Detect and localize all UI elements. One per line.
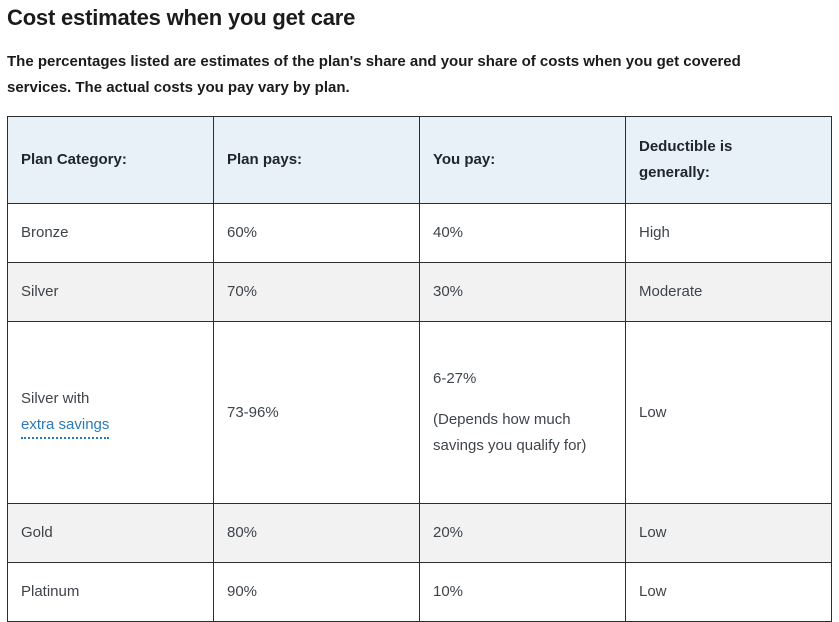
header-plan-category: Plan Category: <box>7 116 214 204</box>
header-plan-pays: Plan pays: <box>213 116 420 204</box>
table-header-row: Plan Category: Plan pays: You pay: Deduc… <box>7 116 832 204</box>
cell-gold-plan-pays: 80% <box>213 503 420 563</box>
cell-silver-category: Silver <box>7 262 214 322</box>
cell-gold-you-pay: 20% <box>419 503 626 563</box>
table-row-gold: Gold 80% 20% Low <box>7 503 832 563</box>
cell-silver-extra-deductible: Low <box>625 321 832 504</box>
header-deductible: Deductible is generally: <box>625 116 832 204</box>
cell-bronze-plan-pays: 60% <box>213 203 420 263</box>
cell-platinum-plan-pays: 90% <box>213 562 420 622</box>
header-you-pay: You pay: <box>419 116 626 204</box>
header-deductible-label: Deductible is generally: <box>639 138 733 181</box>
cell-silver-you-pay: 30% <box>419 262 626 322</box>
you-pay-range: 6-27% <box>433 370 477 387</box>
cell-bronze-category: Bronze <box>7 203 214 263</box>
cell-bronze-deductible: High <box>625 203 832 263</box>
cell-silver-extra-category: Silver with extra savings <box>7 321 214 504</box>
table-row-silver: Silver 70% 30% Moderate <box>7 262 832 322</box>
page-subtitle: The percentages listed are estimates of … <box>7 53 741 96</box>
page-title: Cost estimates when you get care <box>7 5 356 30</box>
table-header: Plan Category: Plan pays: You pay: Deduc… <box>7 116 832 204</box>
cell-bronze-you-pay: 40% <box>419 203 626 263</box>
table-row-bronze: Bronze 60% 40% High <box>7 203 832 263</box>
table-row-platinum: Platinum 90% 10% Low <box>7 562 832 622</box>
cell-silver-extra-you-pay: 6-27% (Depends how much savings you qual… <box>419 321 626 504</box>
cell-silver-extra-plan-pays: 73-96% <box>213 321 420 504</box>
cell-silver-deductible: Moderate <box>625 262 832 322</box>
you-pay-note: (Depends how much savings you qualify fo… <box>433 411 587 454</box>
cell-gold-category: Gold <box>7 503 214 563</box>
cell-silver-plan-pays: 70% <box>213 262 420 322</box>
cell-platinum-you-pay: 10% <box>419 562 626 622</box>
cost-estimates-table: Plan Category: Plan pays: You pay: Deduc… <box>7 116 832 622</box>
table-row-silver-extra-savings: Silver with extra savings 73-96% 6-27% (… <box>7 321 832 504</box>
cell-platinum-deductible: Low <box>625 562 832 622</box>
cell-gold-deductible: Low <box>625 503 832 563</box>
extra-savings-link[interactable]: extra savings <box>21 414 110 439</box>
cell-platinum-category: Platinum <box>7 562 214 622</box>
silver-with-text: Silver with <box>21 390 90 407</box>
